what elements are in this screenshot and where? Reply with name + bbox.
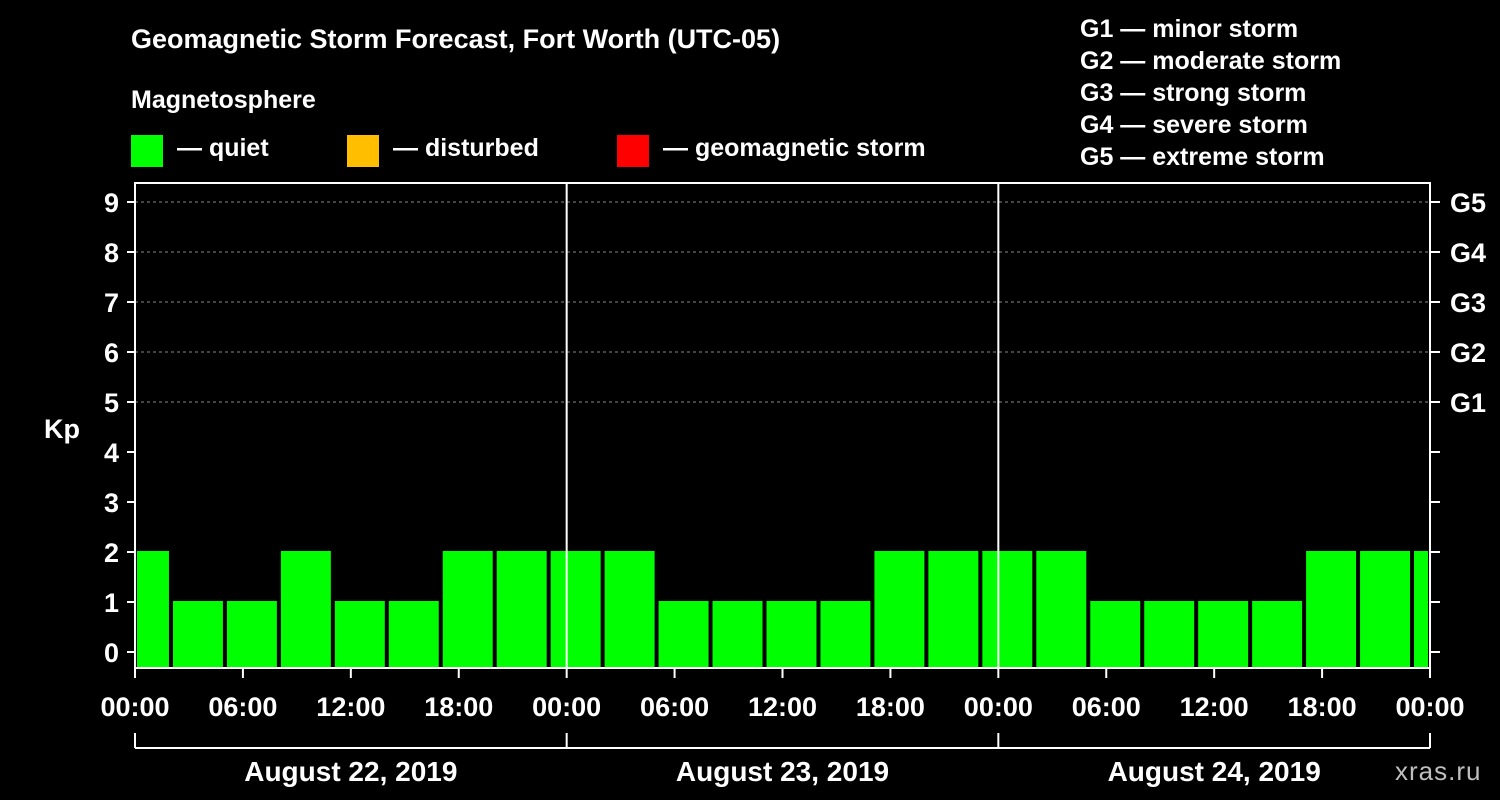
- kp-bar: [712, 601, 763, 668]
- g1-legend: G1 — minor storm: [1080, 15, 1299, 43]
- storm-level-label: G3: [1450, 288, 1486, 318]
- storm-level-label: G1: [1450, 388, 1486, 418]
- day-label: August 23, 2019: [676, 756, 889, 787]
- g3-legend: G3 — strong storm: [1080, 79, 1307, 107]
- x-tick-label: 18:00: [856, 692, 925, 722]
- storm-swatch: [617, 135, 649, 167]
- quiet-legend-label: — quiet: [177, 134, 269, 162]
- kp-bar: [658, 601, 709, 668]
- x-tick-label: 06:00: [208, 692, 277, 722]
- day-label: August 24, 2019: [1108, 756, 1321, 787]
- kp-bar: [1198, 601, 1249, 668]
- axes-layer: 0 1 2 3 4 5 6 7 8 9 G1 G2 G3 G4 G5 00:00 06:00 12:00 18:00…: [100, 182, 1486, 787]
- x-tick-label: 18:00: [424, 692, 493, 722]
- kp-bar: [820, 601, 871, 668]
- grid-layer: [135, 201, 1430, 403]
- y-tick-label: 4: [104, 438, 119, 468]
- storm-level-label: G4: [1450, 238, 1486, 268]
- kp-bar: [137, 551, 169, 668]
- x-tick-label: 12:00: [748, 692, 817, 722]
- kp-bar: [1414, 551, 1428, 668]
- y-tick-label: 1: [104, 588, 119, 618]
- x-tick-label: 06:00: [1072, 692, 1141, 722]
- kp-bar: [1090, 601, 1141, 668]
- kp-bar: [334, 601, 385, 668]
- kp-bar: [1306, 551, 1357, 668]
- g5-legend: G5 — extreme storm: [1080, 143, 1325, 171]
- x-tick-label: 12:00: [1180, 692, 1249, 722]
- y-tick-label: 6: [104, 338, 119, 368]
- disturbed-legend-label: — disturbed: [393, 134, 539, 162]
- y-axis-label: Kp: [44, 414, 80, 444]
- x-tick-label: 00:00: [964, 692, 1033, 722]
- kp-bar: [982, 551, 1033, 668]
- kp-bar: [172, 601, 223, 668]
- chart-title: Geomagnetic Storm Forecast, Fort Worth (…: [131, 24, 781, 54]
- kp-bar: [1144, 601, 1195, 668]
- kp-bar: [1252, 601, 1303, 668]
- storm-legend-label: — geomagnetic storm: [663, 134, 926, 162]
- kp-bar: [550, 551, 601, 668]
- x-tick-label: 12:00: [316, 692, 385, 722]
- x-tick-label: 18:00: [1288, 692, 1357, 722]
- kp-bar: [226, 601, 277, 668]
- kp-bar: [604, 551, 655, 668]
- g4-legend: G4 — severe storm: [1080, 111, 1308, 139]
- kp-bar: [1036, 551, 1087, 668]
- kp-bar: [874, 551, 925, 668]
- x-tick-label: 00:00: [1395, 692, 1464, 722]
- y-tick-label: 2: [104, 538, 119, 568]
- kp-bar: [388, 601, 439, 668]
- kp-bar: [928, 551, 979, 668]
- disturbed-swatch: [347, 135, 379, 167]
- kp-bar: [280, 551, 331, 668]
- y-tick-label: 5: [104, 388, 119, 418]
- kp-bar: [496, 551, 547, 668]
- x-tick-label: 00:00: [100, 692, 169, 722]
- kp-bar: [442, 551, 493, 668]
- g2-legend: G2 — moderate storm: [1080, 47, 1342, 75]
- watermark: xras.ru: [1395, 756, 1482, 786]
- y-tick-label: 0: [104, 638, 119, 668]
- y-tick-label: 9: [104, 188, 119, 218]
- bars-layer: [137, 551, 1428, 668]
- quiet-swatch: [131, 135, 163, 167]
- x-tick-label: 06:00: [640, 692, 709, 722]
- y-tick-label: 8: [104, 238, 119, 268]
- storm-level-label: G2: [1450, 338, 1486, 368]
- kp-bar: [766, 601, 817, 668]
- day-label: August 22, 2019: [244, 756, 457, 787]
- magnetosphere-label: Magnetosphere: [131, 86, 316, 114]
- y-tick-label: 3: [104, 488, 119, 518]
- storm-level-label: G5: [1450, 188, 1486, 218]
- y-tick-label: 7: [104, 288, 119, 318]
- x-tick-label: 00:00: [532, 692, 601, 722]
- kp-bar: [1360, 551, 1411, 668]
